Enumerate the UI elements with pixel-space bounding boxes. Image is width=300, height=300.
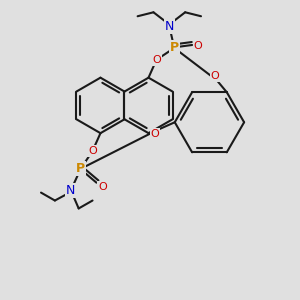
Text: O: O [152, 55, 161, 65]
Text: P: P [170, 41, 179, 55]
Text: P: P [76, 162, 85, 175]
Text: O: O [98, 182, 107, 192]
Text: O: O [211, 71, 219, 81]
Text: O: O [88, 146, 97, 156]
Text: N: N [165, 20, 174, 33]
Text: O: O [151, 129, 159, 139]
Text: N: N [66, 184, 75, 197]
Text: O: O [194, 41, 203, 51]
